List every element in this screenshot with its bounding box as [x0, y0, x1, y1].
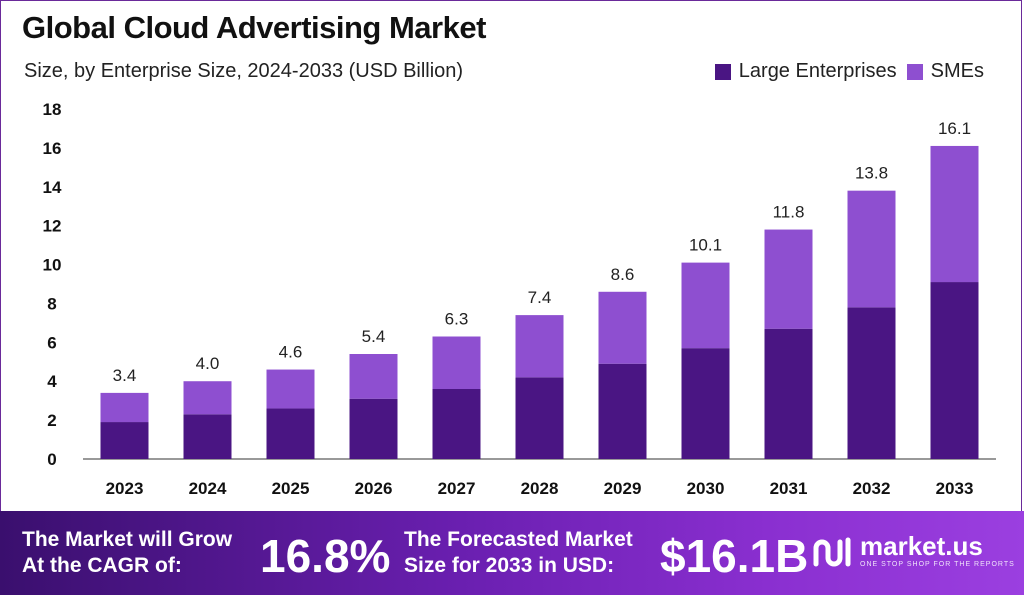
y-tick-label: 8	[47, 294, 56, 313]
y-tick-label: 2	[47, 411, 56, 430]
bar-segment-smes	[930, 145, 979, 283]
bar-segment-smes	[432, 336, 481, 389]
y-tick-label: 18	[43, 100, 62, 119]
bar-segment-large-enterprises	[183, 414, 232, 459]
x-tick-label: 2033	[936, 479, 974, 498]
bar-total-label: 7.4	[528, 288, 552, 307]
forecast-value: $16.1B	[660, 530, 809, 582]
bar-segment-large-enterprises	[847, 307, 896, 459]
cagr-label: The Market will Grow At the CAGR of:	[22, 527, 232, 579]
x-tick-label: 2031	[770, 479, 808, 498]
forecast-label-line2: Size for 2033 in USD:	[404, 554, 615, 577]
legend-item-large-enterprises: Large Enterprises	[714, 60, 897, 83]
x-tick-label: 2030	[687, 479, 725, 498]
bar-total-label: 11.8	[773, 203, 805, 222]
bar-segment-large-enterprises	[349, 398, 398, 459]
forecast-label-line1: The Forecasted Market	[404, 528, 633, 551]
bar-total-label: 10.1	[689, 236, 722, 255]
legend-swatch-smes	[906, 63, 923, 80]
cagr-value: 16.8%	[260, 530, 391, 582]
legend-item-smes: SMEs	[906, 60, 984, 83]
x-tick-label: 2028	[521, 479, 559, 498]
x-tick-label: 2032	[853, 479, 891, 498]
bar-segment-large-enterprises	[100, 422, 149, 459]
x-tick-label: 2027	[438, 479, 476, 498]
bar-total-label: 16.1	[938, 119, 971, 138]
bar-segment-large-enterprises	[598, 363, 647, 459]
bar-total-label: 8.6	[611, 265, 635, 284]
bar-segment-smes	[681, 262, 730, 349]
marketus-logo: market.us ONE STOP SHOP FOR THE REPORTS	[812, 533, 1015, 568]
bar-segment-large-enterprises	[681, 348, 730, 459]
y-tick-label: 16	[43, 139, 62, 158]
y-tick-label: 4	[47, 372, 57, 391]
bar-segment-smes	[764, 229, 813, 329]
bar-total-label: 4.0	[196, 354, 220, 373]
legend-label-smes: SMEs	[930, 60, 984, 82]
y-tick-label: 14	[43, 178, 62, 197]
x-tick-label: 2025	[272, 479, 310, 498]
bar-total-label: 6.3	[445, 310, 469, 329]
bar-segment-smes	[100, 392, 149, 423]
y-tick-label: 6	[47, 333, 56, 352]
x-tick-label: 2026	[355, 479, 393, 498]
forecast-label: The Forecasted Market Size for 2033 in U…	[404, 527, 633, 579]
bar-segment-large-enterprises	[515, 377, 564, 459]
bar-segment-smes	[598, 291, 647, 364]
bar-segment-smes	[183, 381, 232, 415]
x-tick-label: 2023	[106, 479, 144, 498]
chart-legend: Large Enterprises SMEs	[714, 60, 984, 83]
y-tick-label: 12	[43, 217, 62, 236]
bar-segment-smes	[847, 190, 896, 308]
bar-segment-large-enterprises	[266, 408, 315, 459]
y-tick-label: 0	[47, 450, 56, 469]
x-tick-label: 2029	[604, 479, 642, 498]
chart-title: Global Cloud Advertising Market	[22, 10, 486, 45]
cagr-label-line1: The Market will Grow	[22, 528, 233, 551]
logo-tagline: ONE STOP SHOP FOR THE REPORTS	[860, 561, 1015, 568]
bar-total-label: 3.4	[113, 366, 137, 385]
y-tick-label: 10	[43, 256, 62, 275]
cagr-label-line2: At the CAGR of:	[22, 554, 182, 577]
bar-segment-smes	[349, 354, 398, 399]
bar-chart: 0 2 4 6 8 10 12 14 16 18 3.4 2023 4.0 2024 4.6 2025 5.4 2…	[43, 100, 996, 498]
bar-segment-smes	[515, 315, 564, 378]
x-tick-label: 2024	[189, 479, 227, 498]
footer-banner: The Market will Grow At the CAGR of: 16.…	[0, 511, 1024, 595]
chart-subtitle: Size, by Enterprise Size, 2024-2033 (USD…	[24, 60, 464, 82]
chart-frame	[0, 0, 1022, 511]
bar-segment-large-enterprises	[930, 282, 979, 459]
bar-total-label: 13.8	[855, 164, 888, 183]
bar-segment-large-enterprises	[764, 328, 813, 459]
bar-segment-large-enterprises	[432, 389, 481, 459]
bar-total-label: 5.4	[362, 327, 386, 346]
marketus-logo-icon	[813, 537, 851, 566]
logo-name: market.us	[860, 531, 983, 561]
legend-label-large-enterprises: Large Enterprises	[738, 60, 897, 82]
bar-total-label: 4.6	[279, 343, 303, 362]
legend-swatch-large-enterprises	[714, 63, 731, 80]
bar-segment-smes	[266, 369, 315, 409]
